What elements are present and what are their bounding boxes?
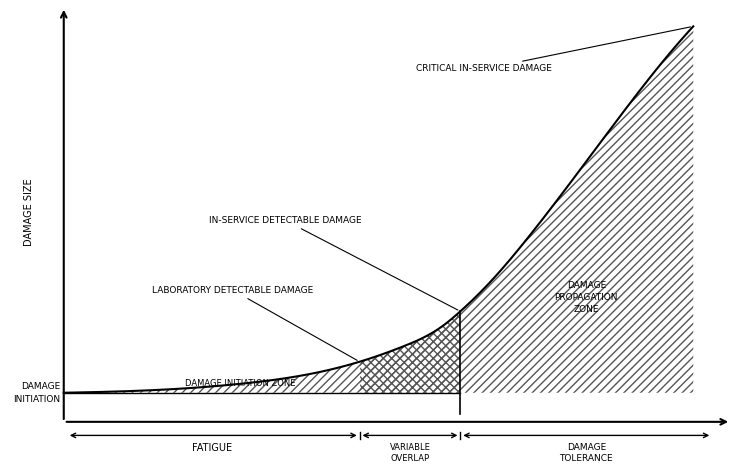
Text: CRITICAL IN-SERVICE DAMAGE: CRITICAL IN-SERVICE DAMAGE: [416, 27, 691, 74]
Text: INITIATION: INITIATION: [13, 395, 61, 404]
Text: FATIGUE: FATIGUE: [192, 443, 232, 453]
Text: DAMAGE SIZE: DAMAGE SIZE: [24, 178, 34, 246]
Text: DAMAGE
TOLERANCE: DAMAGE TOLERANCE: [559, 443, 613, 463]
Text: DAMAGE: DAMAGE: [21, 382, 61, 391]
Text: DAMAGE
PROPAGATION
ZONE: DAMAGE PROPAGATION ZONE: [554, 281, 618, 314]
Text: LABORATORY DETECTABLE DAMAGE: LABORATORY DETECTABLE DAMAGE: [152, 286, 357, 360]
Text: DAMAGE INITIATION ZONE: DAMAGE INITIATION ZONE: [184, 379, 295, 388]
Text: IN-SERVICE DETECTABLE DAMAGE: IN-SERVICE DETECTABLE DAMAGE: [209, 216, 458, 310]
Text: VARIABLE
OVERLAP: VARIABLE OVERLAP: [390, 443, 430, 463]
